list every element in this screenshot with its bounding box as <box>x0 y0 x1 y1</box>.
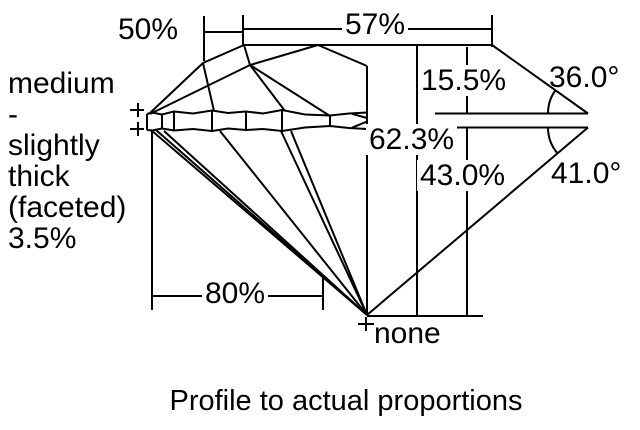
girdle-description-line: (faceted) <box>8 191 127 224</box>
total-depth-label: 62.3% <box>366 124 458 155</box>
pavilion-facet-lines <box>155 129 368 316</box>
angle-arcs <box>546 89 559 155</box>
girdle-description-line: - <box>8 98 18 131</box>
girdle-description-line: 3.5% <box>8 222 77 255</box>
culet-label: none <box>374 317 441 350</box>
girdle-bottom-edge <box>146 124 368 133</box>
culet-cross-mark <box>358 317 374 331</box>
crown-angle-label: 36.0° <box>549 61 620 94</box>
pavilion-angle-label: 41.0° <box>551 157 622 190</box>
girdle-top-edge <box>146 108 368 117</box>
table-size-label: 57% <box>342 9 409 40</box>
pavilion-angle-arc <box>547 127 559 155</box>
girdle-band <box>146 108 368 133</box>
girdle-description-line: medium <box>8 67 115 100</box>
crown-angle-arc <box>546 89 557 114</box>
girdle-description-line: thick <box>8 160 70 193</box>
crown-facet-lines <box>149 44 368 315</box>
crown-height-label: 15.5% <box>418 65 510 96</box>
pavilion-depth-label: 43.0% <box>417 160 509 191</box>
crown-right-silhouette <box>491 44 589 115</box>
girdle-cross-marks <box>130 103 144 136</box>
lower-girdle-label: 80% <box>202 278 269 309</box>
girdle-description: medium - slightly thick (faceted) 3.5% <box>8 68 126 254</box>
kite-facet-edge <box>317 44 368 67</box>
crown-left-silhouette <box>149 44 245 114</box>
pavilion-right-silhouette <box>366 126 589 316</box>
diamond-outline <box>149 44 589 316</box>
star-length-label: 50% <box>118 13 179 46</box>
diagram-caption: Profile to actual proportions <box>169 385 523 417</box>
girdle-description-line: slightly <box>8 129 100 162</box>
